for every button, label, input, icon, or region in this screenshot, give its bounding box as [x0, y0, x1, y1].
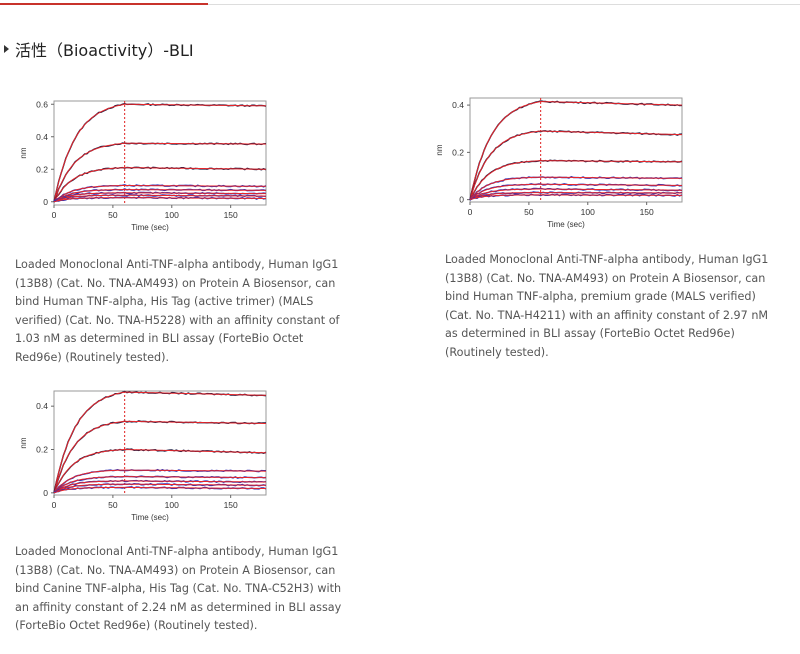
binding-curve-fit: [53, 476, 267, 494]
binding-curve-fit: [469, 130, 682, 200]
x-tick-label: 50: [108, 210, 118, 220]
x-tick-label: 150: [224, 500, 238, 510]
y-tick-label: 0.2: [36, 445, 48, 455]
binding-curve-fit: [53, 197, 266, 203]
binding-curve-fit: [469, 176, 683, 200]
binding-curve-fit: [53, 469, 267, 494]
y-tick-label: 0.4: [36, 132, 48, 142]
x-axis-label: Time (sec): [131, 223, 169, 232]
binding-curve-fit: [53, 448, 267, 494]
binding-curve-fit: [53, 192, 266, 203]
x-tick-label: 50: [108, 500, 118, 510]
binding-curve-fit: [469, 191, 682, 201]
y-tick-label: 0.4: [36, 401, 48, 411]
binding-curve-fit: [469, 100, 683, 200]
x-tick-label: 50: [524, 207, 534, 217]
x-axis-label: Time (sec): [547, 220, 585, 229]
x-tick-label: 0: [468, 207, 473, 217]
binding-curve-fit: [53, 194, 267, 203]
chart-1-caption: Loaded Monoclonal Anti-TNF-alpha antibod…: [15, 258, 340, 364]
y-axis-label: nm: [435, 144, 444, 155]
y-tick-label: 0.2: [452, 147, 464, 157]
x-axis-label: Time (sec): [131, 513, 169, 522]
x-tick-label: 100: [165, 210, 179, 220]
binding-curve-fit: [53, 189, 266, 203]
x-tick-label: 150: [640, 207, 654, 217]
binding-curve-fit: [53, 483, 267, 494]
x-tick-label: 100: [581, 207, 595, 217]
binding-curve-fit: [53, 480, 266, 494]
binding-curve-fit: [53, 420, 266, 493]
y-tick-label: 0.4: [452, 100, 464, 110]
binding-curve-fit: [469, 188, 682, 201]
chart-3-caption: Loaded Monoclonal Anti-TNF-alpha antibod…: [15, 545, 342, 632]
y-tick-label: 0: [43, 488, 48, 498]
y-axis-label: nm: [19, 437, 28, 448]
binding-curve-fit: [53, 103, 267, 202]
binding-curve-fit: [53, 185, 266, 203]
bullet-triangle-icon: [4, 45, 9, 53]
binding-curve-fit: [53, 142, 267, 202]
chart-2-caption: Loaded Monoclonal Anti-TNF-alpha antibod…: [445, 253, 769, 359]
y-axis-label: nm: [19, 147, 28, 158]
bli-chart-3: 0 0.2 0.4 0 50 100 150 Time (sec) nm: [19, 390, 267, 522]
x-tick-label: 150: [224, 210, 238, 220]
binding-curve-fit: [53, 391, 266, 493]
section-title: 活性（Bioactivity）-BLI: [15, 41, 194, 60]
x-tick-label: 0: [52, 500, 57, 510]
binding-curve-fit: [469, 194, 682, 201]
binding-curve-fit: [53, 167, 267, 203]
y-tick-label: 0: [459, 195, 464, 205]
top-divider: [0, 4, 800, 5]
bli-chart-2: 0 0.2 0.4 0 50 100 150 Time (sec) nm: [435, 97, 683, 229]
section-header: 活性（Bioactivity）-BLI: [4, 37, 194, 61]
y-tick-label: 0.2: [36, 164, 48, 174]
y-tick-label: 0.6: [36, 99, 48, 109]
x-tick-label: 100: [165, 500, 179, 510]
top-accent-bar: [0, 3, 208, 5]
binding-curve-fit: [469, 160, 682, 200]
x-tick-label: 0: [52, 210, 57, 220]
bli-chart-1: 0 0.2 0.4 0.6 0 50 100 150 Time (sec) nm: [19, 99, 267, 232]
y-tick-label: 0: [43, 197, 48, 207]
binding-curve-fit: [469, 183, 683, 200]
binding-curve-fit: [53, 486, 266, 494]
